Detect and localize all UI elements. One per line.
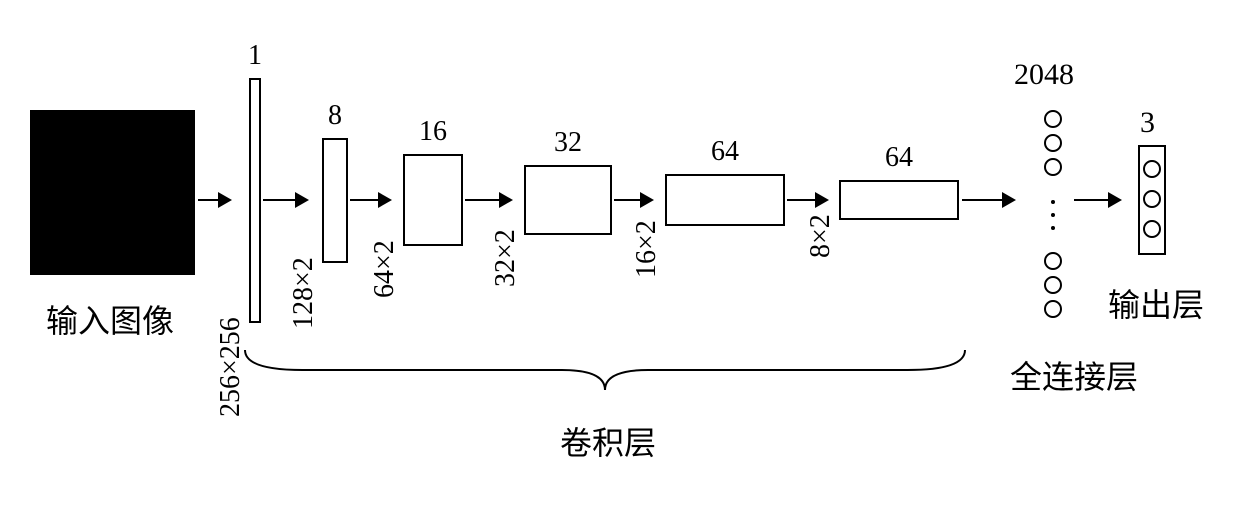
out-node-icon — [1143, 160, 1161, 178]
arrow-3 — [465, 199, 511, 201]
output-layer-label: 输出层 — [1108, 280, 1204, 326]
fc-count-label: 2048 — [1014, 58, 1074, 92]
stage-top-label-3: 32 — [538, 127, 598, 159]
stage-top-label-0: 1 — [225, 40, 285, 72]
fc-ellipsis-dot — [1051, 213, 1055, 217]
arrow-1 — [263, 199, 307, 201]
cnn-diagram: 1 8 16 32 64 64 256×256 128×2 64×2 32×2 … — [0, 0, 1240, 507]
input-image-block — [30, 110, 195, 275]
conv-stage-4 — [665, 174, 785, 226]
fc-ellipsis-dot — [1051, 200, 1055, 204]
fc-node-icon — [1044, 276, 1062, 294]
conv-stage-1 — [322, 138, 348, 263]
conv-stage-2 — [403, 154, 463, 246]
fc-node-icon — [1044, 110, 1062, 128]
fc-node-icon — [1044, 252, 1062, 270]
stage-top-label-4: 64 — [695, 136, 755, 168]
conv-brace-icon — [245, 350, 965, 420]
conv-layers-label: 卷积层 — [560, 418, 656, 464]
stage-side-label-1: 128×2 — [288, 259, 320, 329]
fc-node-icon — [1044, 134, 1062, 152]
out-count-label: 3 — [1140, 106, 1155, 140]
stage-top-label-5: 64 — [869, 142, 929, 174]
arrow-2 — [350, 199, 390, 201]
conv-stage-3 — [524, 165, 612, 235]
stage-side-label-2: 64×2 — [369, 242, 401, 298]
fc-layer-label: 全连接层 — [1010, 352, 1138, 398]
stage-top-label-2: 16 — [403, 116, 463, 148]
fc-node-icon — [1044, 158, 1062, 176]
stage-side-label-4: 16×2 — [631, 222, 663, 278]
out-node-icon — [1143, 220, 1161, 238]
arrow-6 — [962, 199, 1014, 201]
stage-side-label-5: 8×2 — [805, 216, 837, 258]
arrow-0 — [198, 199, 230, 201]
arrow-4 — [614, 199, 652, 201]
arrow-5 — [787, 199, 827, 201]
conv-stage-0 — [249, 78, 261, 323]
arrow-7 — [1074, 199, 1120, 201]
fc-ellipsis-dot — [1051, 226, 1055, 230]
stage-side-label-0: 256×256 — [215, 319, 247, 417]
input-image-label: 输入图像 — [46, 296, 174, 342]
stage-top-label-1: 8 — [305, 100, 365, 132]
out-node-icon — [1143, 190, 1161, 208]
fc-node-icon — [1044, 300, 1062, 318]
conv-stage-5 — [839, 180, 959, 220]
stage-side-label-3: 32×2 — [490, 231, 522, 287]
